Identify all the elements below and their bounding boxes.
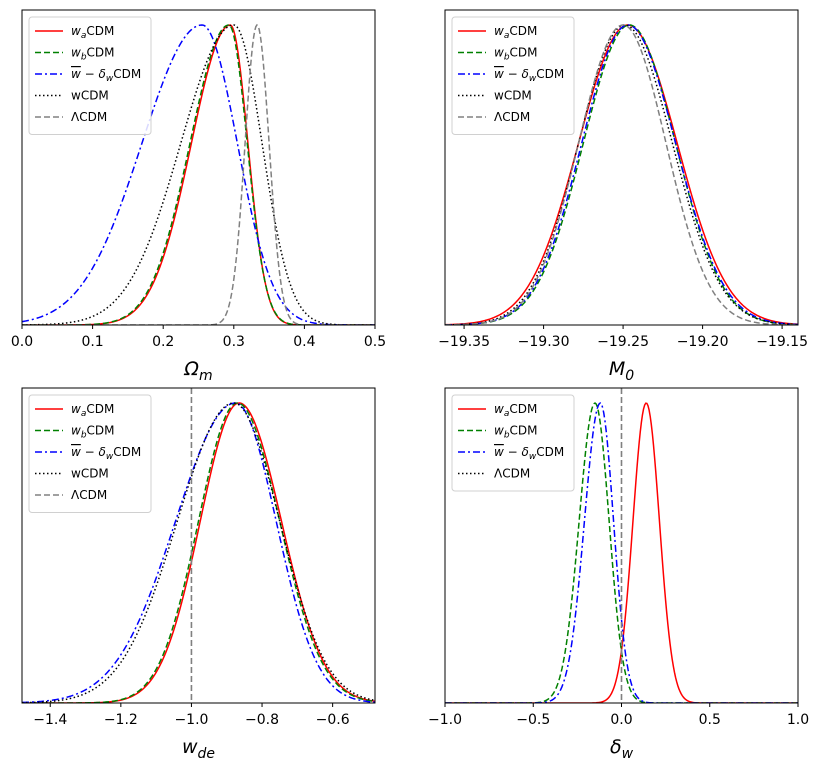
axes-frame bbox=[444, 9, 799, 326]
legend: waCDM wbCDM w − δwCDM wCDM ΛCDM bbox=[28, 16, 152, 135]
series-line-4 bbox=[445, 24, 798, 325]
series-line-2 bbox=[22, 402, 375, 703]
x-tick-label: 0.3 bbox=[223, 334, 245, 350]
legend-label: wbCDM bbox=[494, 46, 538, 63]
legend-box bbox=[451, 16, 575, 135]
panel-top-right: −19.35 −19.30 −19.25 −19.20 −19.15 M0 waCDM wbC… bbox=[438, 9, 808, 384]
x-tick-label: 1.0 bbox=[787, 712, 809, 728]
x-axis-label: wde bbox=[182, 736, 215, 762]
legend-label: wbCDM bbox=[494, 424, 538, 441]
series-line-2 bbox=[445, 24, 798, 325]
legend-label: wbCDM bbox=[71, 424, 115, 441]
x-tick-label: 0.4 bbox=[293, 334, 315, 350]
legend-label: ΛCDM bbox=[71, 110, 107, 124]
legend-label: waCDM bbox=[494, 402, 537, 419]
legend-box bbox=[28, 394, 152, 513]
series-line-3 bbox=[22, 24, 375, 325]
x-tick-label: −19.30 bbox=[518, 334, 570, 350]
x-tick-label: −0.8 bbox=[245, 712, 279, 728]
legend-label: wCDM bbox=[494, 89, 532, 103]
x-tick-label: 0.0 bbox=[11, 334, 33, 350]
x-tick-label: −19.25 bbox=[597, 334, 649, 350]
legend-label: w − δwCDM bbox=[71, 67, 141, 84]
x-tick-label: −1.4 bbox=[33, 712, 67, 728]
series-line-3 bbox=[445, 24, 798, 325]
x-tick-label: −0.6 bbox=[316, 712, 350, 728]
legend-label: wCDM bbox=[71, 89, 109, 103]
x-tick-label: −19.20 bbox=[677, 334, 729, 350]
legend: waCDM wbCDM w − δwCDM wCDM ΛCDM bbox=[28, 394, 152, 513]
axes-frame bbox=[21, 387, 376, 704]
legend-label: waCDM bbox=[494, 24, 537, 41]
series-group bbox=[445, 24, 798, 325]
x-tick-label: −19.15 bbox=[756, 334, 808, 350]
legend-label: waCDM bbox=[71, 24, 114, 41]
series-line-2 bbox=[22, 24, 375, 325]
panel-bottom-right: −1.0 −0.5 0.0 0.5 1.0 δw waCDM wbCDM w − δwCDM ΛC… bbox=[428, 387, 809, 762]
x-tick-label: 0.5 bbox=[364, 334, 386, 350]
x-axis-label: δw bbox=[610, 736, 634, 762]
legend-label: waCDM bbox=[71, 402, 114, 419]
legend-label: wCDM bbox=[71, 467, 109, 481]
x-tick-label: −0.5 bbox=[516, 712, 550, 728]
series-line-3 bbox=[22, 402, 375, 703]
legend-box bbox=[451, 394, 575, 492]
panel-bottom-left: −1.4 −1.2 −1.0 −0.8 −0.6 wde waCDM wbCDM w − δwC… bbox=[21, 387, 376, 762]
legend-label: ΛCDM bbox=[494, 467, 530, 481]
legend-label: ΛCDM bbox=[494, 110, 530, 124]
legend-label: ΛCDM bbox=[71, 488, 107, 502]
x-tick-label: −1.2 bbox=[104, 712, 138, 728]
legend-label: wbCDM bbox=[71, 46, 115, 63]
x-tick-label: −1.0 bbox=[174, 712, 208, 728]
x-axis-label: M0 bbox=[609, 358, 634, 384]
legend-label: w − δwCDM bbox=[494, 67, 564, 84]
x-tick-label: −19.35 bbox=[438, 334, 490, 350]
x-tick-label: 0.2 bbox=[152, 334, 174, 350]
legend-label: w − δwCDM bbox=[494, 445, 564, 462]
x-tick-label: −1.0 bbox=[428, 712, 462, 728]
legend: waCDM wbCDM w − δwCDM wCDM ΛCDM bbox=[451, 16, 575, 135]
x-tick-label: 0.0 bbox=[610, 712, 632, 728]
legend: waCDM wbCDM w − δwCDM ΛCDM bbox=[451, 394, 575, 492]
x-axis-label: Ωm bbox=[183, 358, 212, 384]
legend-label: w − δwCDM bbox=[71, 445, 141, 462]
legend-box bbox=[28, 16, 152, 135]
x-tick-label: 0.1 bbox=[81, 334, 103, 350]
x-tick-label: 0.5 bbox=[699, 712, 721, 728]
axes-frame bbox=[21, 9, 376, 326]
series-line-1 bbox=[445, 24, 798, 325]
